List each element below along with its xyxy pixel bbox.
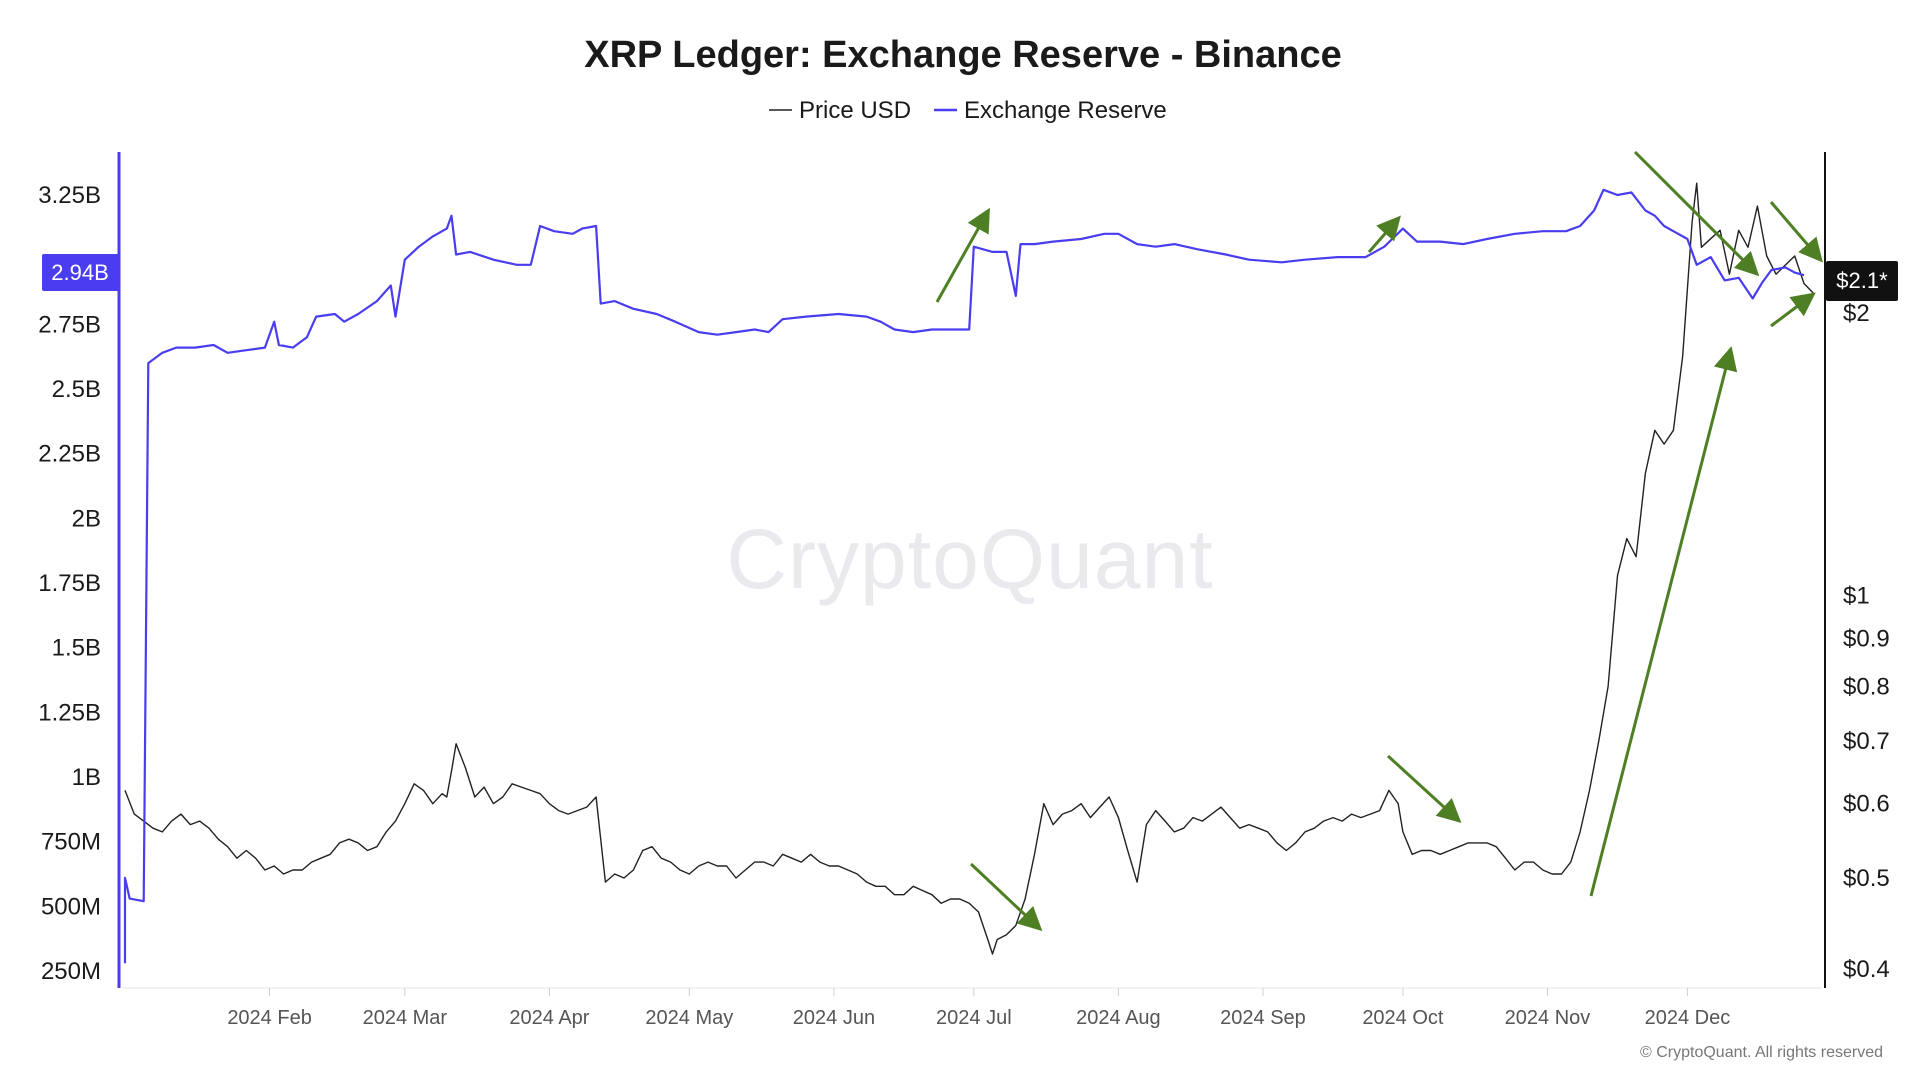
- arrow-price-jul-down: [969, 862, 1043, 932]
- arrow-price-nov-up: [1589, 346, 1738, 897]
- right-tick-label: $0.5: [1843, 865, 1890, 892]
- arrow-reserve-oct-up: [1367, 215, 1401, 253]
- arrow-reserve-late-down: [1769, 201, 1823, 263]
- right-current-value-badge: $2.1*: [1826, 261, 1898, 301]
- annotation-arrows: [935, 150, 1823, 932]
- legend-reserve-label[interactable]: Exchange Reserve: [964, 97, 1167, 124]
- series-layer: [123, 182, 1814, 964]
- left-tick-label: 1.5B: [52, 635, 101, 662]
- x-axis: 2024 Feb 2024 Mar 2024 Apr 2024 May 2024 Jun…: [227, 988, 1730, 1029]
- left-tick-label: 750M: [41, 829, 101, 856]
- x-tick-label: 2024 Oct: [1362, 1007, 1444, 1029]
- right-axis-ticks: $0.4 $0.5 $0.6 $0.7 $0.8 $0.9 $1 $2: [1843, 300, 1890, 983]
- left-tick-label: 250M: [41, 958, 101, 985]
- left-tick-label: 1B: [72, 764, 101, 791]
- right-badge-background: [1826, 261, 1898, 301]
- right-badge-label: $2.1*: [1836, 268, 1888, 293]
- left-tick-label: 500M: [41, 893, 101, 920]
- arrow-reserve-dec-down: [1633, 150, 1760, 277]
- right-tick-label: $1: [1843, 583, 1870, 610]
- x-tick-label: 2024 Sep: [1220, 1007, 1306, 1029]
- arrow-price-late-up: [1770, 292, 1816, 328]
- x-tick-label: 2024 Jul: [936, 1007, 1012, 1029]
- series-line-price-usd: [124, 182, 1814, 955]
- left-tick-label: 2.25B: [38, 441, 101, 468]
- left-current-value-badge: 2.94B: [42, 254, 119, 291]
- x-tick-label: 2024 Mar: [363, 1007, 448, 1029]
- right-tick-label: $0.7: [1843, 728, 1890, 755]
- left-badge-label: 2.94B: [51, 260, 109, 285]
- watermark: CryptoQuant: [726, 512, 1213, 606]
- x-tick-label: 2024 Apr: [509, 1007, 589, 1029]
- x-tick-label: 2024 Feb: [227, 1007, 312, 1029]
- right-tick-label: $0.9: [1843, 625, 1890, 652]
- left-axis-ticks: 250M 500M 750M 1B 1.25B 1.5B 1.75B 2B 2.25B 2.5B 2…: [38, 182, 101, 985]
- x-tick-label: 2024 Dec: [1645, 1007, 1731, 1029]
- arrow-reserve-jul-up: [935, 207, 990, 303]
- series-line-exchange-reserve: [123, 188, 1805, 964]
- left-badge-background: [42, 254, 119, 291]
- right-tick-label: $2: [1843, 300, 1870, 327]
- right-tick-label: $0.6: [1843, 791, 1890, 818]
- x-tick-label: 2024 Jun: [793, 1007, 875, 1029]
- x-tick-label: 2024 Nov: [1505, 1007, 1591, 1029]
- legend: Price USD Exchange Reserve: [769, 97, 1167, 124]
- left-tick-label: 3.25B: [38, 182, 101, 209]
- x-tick-label: 2024 May: [645, 1007, 733, 1029]
- left-tick-label: 2.5B: [52, 376, 101, 403]
- right-tick-label: $0.4: [1843, 956, 1890, 983]
- copyright-credit: © CryptoQuant. All rights reserved: [1640, 1044, 1883, 1061]
- x-tick-label: 2024 Aug: [1076, 1007, 1161, 1029]
- right-tick-label: $0.8: [1843, 673, 1890, 700]
- left-tick-label: 2B: [72, 505, 101, 532]
- arrow-price-oct-down: [1386, 754, 1462, 824]
- left-tick-label: 1.75B: [38, 570, 101, 597]
- left-tick-label: 1.25B: [38, 699, 101, 726]
- left-tick-label: 2.75B: [38, 311, 101, 338]
- chart-title: XRP Ledger: Exchange Reserve - Binance: [584, 34, 1341, 76]
- legend-price-label[interactable]: Price USD: [799, 97, 911, 124]
